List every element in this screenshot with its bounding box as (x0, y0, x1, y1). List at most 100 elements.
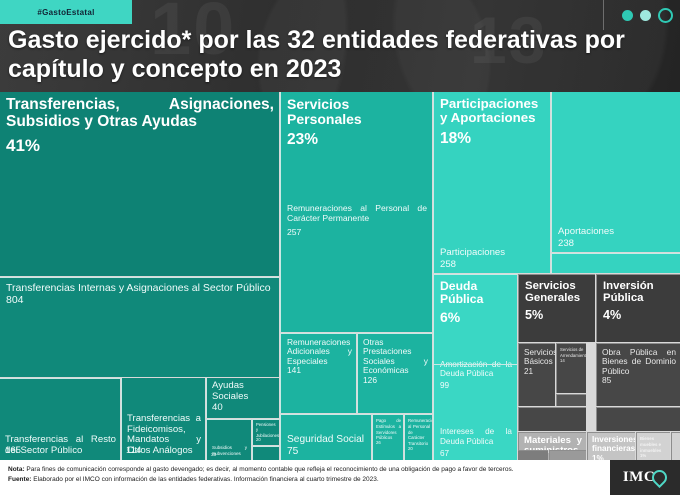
treemap-tile-remuneraciones-transitorio[interactable]: Remuneraciones al Personal de Carácter T… (404, 414, 432, 460)
tile-pct-servicios-generales: 5% (525, 307, 544, 322)
treemap-tile-servicios-basicos[interactable]: Servicios Básicos 21 (518, 343, 555, 406)
treemap-tile-misc-6[interactable] (671, 432, 680, 460)
header-dots (622, 8, 673, 23)
tile-pct-bienes-muebles: 1% (640, 453, 647, 459)
tile-value-aportaciones: 238 (558, 238, 575, 250)
treemap-tile-fideicomisos[interactable]: Transferencias a Fideicomisos, Mandatos … (121, 378, 205, 460)
tile-head-servicios-generales: Servicios Generales (525, 280, 581, 305)
tile-label-remuneraciones-transitorio: Remuneraciones al Personal de Carácter T… (408, 418, 432, 447)
treemap-tile-servicios-generales[interactable]: Servicios Generales 5% (518, 274, 595, 342)
tile-label-intereses: Intereses de la Deuda Pública (440, 427, 512, 446)
treemap-tile-misc-4[interactable] (518, 407, 586, 431)
treemap-tile-misc-8[interactable] (549, 450, 586, 460)
treemap-divider-deuda (433, 364, 517, 365)
tile-value-otras-prestaciones: 126 (363, 374, 377, 385)
tile-value-remuneraciones-permanente: 257 (287, 227, 302, 237)
tile-label-remuneraciones-adicionales: Remuneraciones Adicionales y Especiales (287, 337, 352, 366)
treemap-tile-obra-publica[interactable]: Obra Pública en Bienes de Dominio Públic… (596, 343, 680, 406)
dot-solid-icon (622, 10, 633, 21)
tile-label-pago-estimulos: Pago de Estímulos a Servidores Públicos (376, 418, 401, 441)
treemap-tile-aportaciones[interactable]: Aportaciones 238 (551, 92, 680, 252)
treemap-tile-misc-1[interactable] (252, 446, 279, 460)
tile-head-inversiones-financieras: Inversiones financieras (592, 435, 635, 453)
tile-value-ayudas-sociales: 40 (212, 401, 223, 413)
decorative-number-2: 13 (470, 3, 548, 77)
tile-value-servicios-basicos: 21 (524, 366, 534, 376)
tile-label-subsidios: Subsidios y Subvenciones (212, 444, 247, 456)
tile-pct-deuda-publica: 6% (440, 309, 461, 326)
header-divider (603, 0, 604, 30)
footer-fuente-line: Fuente: Elaborado por el IMCO con inform… (8, 475, 608, 485)
tile-label-transferencias-resto: Transferencias al Resto del Sector Públi… (5, 434, 116, 457)
treemap-tile-misc-5[interactable] (596, 407, 680, 431)
treemap-tile-remuneraciones-adicionales[interactable]: Remuneraciones Adicionales y Especiales … (280, 333, 356, 413)
tile-label-remuneraciones-permanente: Remuneraciones al Personal de Carácter P… (287, 203, 427, 223)
imco-logo-text: IMC (622, 469, 656, 485)
tile-value-transferencias-internas: 804 (6, 293, 24, 306)
tile-label-fideicomisos: Transferencias a Fideicomisos, Mandatos … (127, 412, 201, 457)
treemap-chart: Transferencias, Asignaciones, Subsidios … (0, 92, 680, 460)
tile-label-ayudas-sociales: Ayudas Sociales (212, 380, 249, 402)
tile-value-remuneraciones-adicionales: 141 (287, 365, 301, 376)
tile-pct-inversion-publica: 4% (603, 307, 622, 322)
treemap-tile-deuda-publica[interactable]: Deuda Pública 6% Amortización de la Deud… (433, 274, 517, 460)
treemap-tile-inversion-publica[interactable]: Inversión Pública 4% (596, 274, 680, 342)
tile-value-pago-estimulos: 26 (376, 440, 381, 446)
tile-pct-servicios-personales: 23% (287, 131, 319, 149)
decorative-number-1: 10 (150, 0, 237, 70)
tile-pct-transferencias: 41% (6, 136, 41, 156)
header-banner: 10 13 #GastoEstatal Gasto ejercido* por … (0, 0, 680, 92)
treemap-tile-bienes-muebles[interactable]: Bienes muebles e inmuebles 1% (636, 432, 670, 460)
tile-value-obra-publica: 85 (602, 375, 612, 386)
treemap-tile-inversiones-financieras[interactable]: Inversiones financieras 1% (587, 432, 635, 460)
tile-value-fideicomisos: 114 (126, 445, 142, 457)
footer-bar: Nota: Para fines de comunicación corresp… (0, 460, 680, 495)
tile-head-bienes-muebles: Bienes muebles e inmuebles (640, 436, 662, 453)
tile-label-seguridad-social: Seguridad Social (287, 434, 365, 446)
treemap-value-wrap-subsidios: 33 (206, 419, 251, 460)
tile-label-transferencias-internas: Transferencias Internas y Asignaciones a… (6, 282, 271, 294)
imco-logo: IMC (610, 460, 680, 495)
treemap-tile-ayudas-sociales[interactable]: Ayudas Sociales 40 (206, 378, 279, 418)
footer-fuente-text: Elaborado por el IMCO con información de… (31, 476, 379, 484)
tile-label-pensiones: Pensiones y Jubilaciones (256, 422, 279, 438)
treemap-tile-pago-estimulos[interactable]: Pago de Estímulos a Servidores Públicos … (372, 414, 403, 460)
page-title: Gasto ejercido* por las 32 entidades fed… (8, 26, 625, 84)
treemap-tile-subsidios[interactable]: Subsidios y Subvenciones (206, 419, 251, 460)
dot-light-icon (640, 10, 651, 21)
footer-notes: Nota: Para fines de comunicación corresp… (8, 465, 608, 485)
treemap-tile-servicios-arrendamiento[interactable]: Servicios de Arrendamiento 14 (556, 343, 586, 393)
tile-label-participaciones: Participaciones (440, 247, 506, 259)
tile-head-transferencias: Transferencias, Asignaciones, Subsidios … (6, 96, 274, 130)
dot-ring-icon (658, 8, 673, 23)
treemap-tile-misc-7[interactable] (518, 450, 548, 460)
tile-label-otras-prestaciones: Otras Prestaciones Sociales y Económicas (363, 337, 428, 376)
treemap-tile-transferencias-resto[interactable]: Transferencias al Resto del Sector Públi… (0, 378, 120, 460)
tile-head-inversion-publica: Inversión Pública (603, 280, 654, 305)
tile-head-deuda-publica: Deuda Pública (440, 279, 484, 307)
treemap-tile-transferencias-internas[interactable]: Transferencias Internas y Asignaciones a… (0, 277, 279, 377)
treemap-value-wrap-fideicomisos: 114 (121, 378, 205, 460)
treemap-tile-transferencias[interactable]: Transferencias, Asignaciones, Subsidios … (0, 92, 279, 276)
tile-value-subsidios: 33 (211, 451, 217, 457)
tile-label-servicios-basicos: Servicios Básicos (524, 348, 555, 367)
tile-label-aportaciones: Aportaciones (558, 226, 614, 238)
tile-pct-participaciones-aportaciones: 18% (440, 129, 472, 147)
treemap-tile-participaciones-aportaciones[interactable]: Participaciones y Aportaciones 18% Parti… (433, 92, 550, 273)
treemap-tile-misc-3[interactable] (556, 394, 586, 406)
tile-value-seguridad-social: 75 (287, 446, 299, 458)
treemap-tile-servicios-personales[interactable]: Servicios Personales 23% Remuneraciones … (280, 92, 432, 332)
treemap-tile-pensiones[interactable]: Pensiones y Jubilaciones 20 (252, 419, 279, 445)
tile-label-obra-publica: Obra Pública en Bienes de Dominio Públic… (602, 347, 676, 376)
treemap-tile-misc-2[interactable] (551, 253, 680, 273)
tile-head-servicios-personales: Servicios Personales (287, 96, 362, 128)
tile-value-servicios-arrendamiento: 14 (560, 357, 565, 363)
treemap-tile-otras-prestaciones[interactable]: Otras Prestaciones Sociales y Económicas… (357, 333, 432, 413)
tile-value-pensiones: 20 (256, 437, 261, 443)
tile-value-intereses: 67 (440, 448, 450, 458)
treemap-tile-seguridad-social[interactable]: Seguridad Social 75 (280, 414, 371, 460)
tile-pct-inversiones-financieras: 1% (592, 453, 604, 460)
tile-value-amortizacion: 99 (440, 381, 450, 390)
tile-label-servicios-arrendamiento: Servicios de Arrendamiento (560, 347, 586, 358)
